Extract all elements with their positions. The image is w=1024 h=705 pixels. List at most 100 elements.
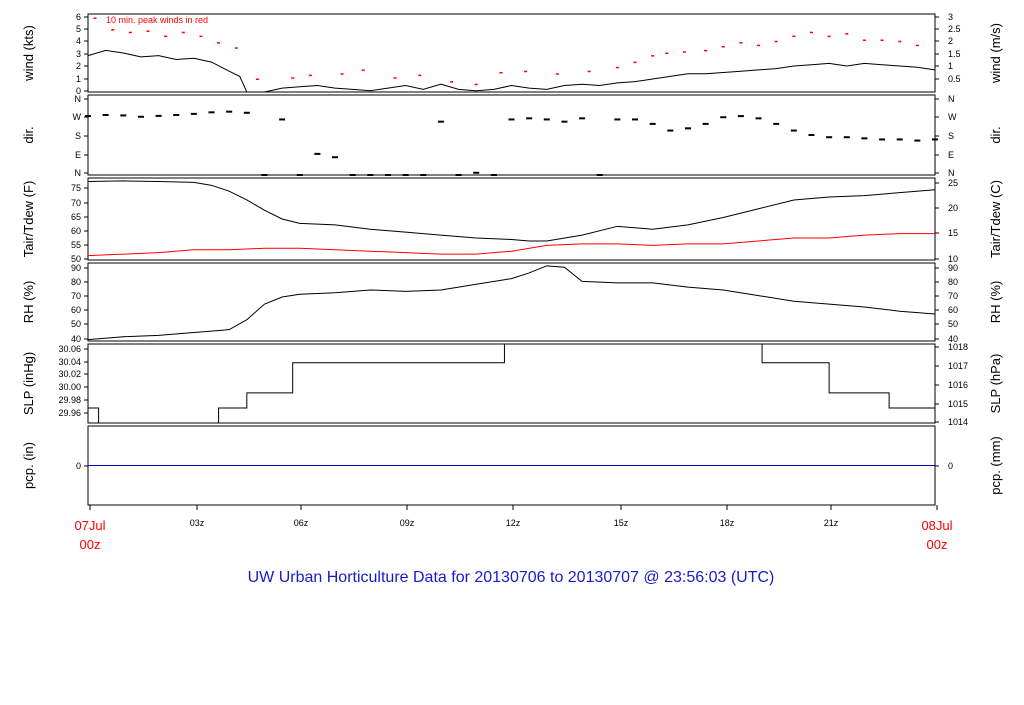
chart-title: UW Urban Horticulture Data for 20130706 … [248, 569, 775, 586]
direction-point [261, 174, 268, 176]
temp-frame [87, 177, 936, 261]
wind-line-avg_wind [87, 49, 936, 93]
rh-left-tick-label: 50 [71, 319, 81, 329]
direction-point [314, 152, 321, 155]
rh-right-tick-label: 80 [948, 277, 958, 287]
slp-left-tick-label: 29.96 [58, 408, 81, 418]
direction-point [384, 174, 391, 176]
direction-point [120, 114, 127, 117]
x-tick-label: 06z [294, 518, 309, 528]
peak-wind-point [898, 40, 902, 43]
peak-wind-point [418, 74, 422, 77]
dir-right-tick-label: N [948, 168, 955, 178]
rh-left-tick-label: 70 [71, 291, 81, 301]
direction-point [420, 174, 427, 176]
rh-left-tick-label: 90 [71, 263, 81, 273]
slp-frame [87, 343, 936, 424]
peak-wind-point [721, 46, 725, 48]
temp-left-tick-label: 55 [71, 240, 81, 250]
peak-wind-point [774, 40, 778, 43]
wind-right-tick-label: 2 [948, 36, 953, 46]
direction-point [561, 120, 568, 123]
direction-point [702, 122, 709, 125]
wind-left-tick-label: 1 [76, 74, 81, 84]
direction-point [296, 174, 303, 176]
x-tick-label: 03z [190, 518, 205, 528]
rh-line-relative_humidity [87, 265, 936, 341]
peak-winds-annotation: 10 min. peak winds in red [106, 15, 208, 25]
direction-point [755, 117, 762, 120]
rh-ylabel-right: RH (%) [988, 281, 1003, 324]
peak-wind-point [499, 72, 503, 74]
direction-point [684, 127, 691, 130]
peak-wind-point [255, 78, 259, 80]
wind-right-tick-label: 2.5 [948, 24, 961, 34]
dir-right-tick-label: E [948, 150, 954, 160]
dir-left-tick-label: E [75, 150, 81, 160]
x-tick-label: 07Jul [74, 518, 105, 533]
direction-point [349, 174, 356, 176]
peak-wind-point [845, 33, 849, 35]
temp-line-air_temperature [87, 180, 936, 242]
direction-point [243, 111, 250, 114]
x-tick-sublabel: 00z [80, 537, 101, 552]
peak-wind-point [234, 47, 238, 49]
direction-point [826, 136, 833, 139]
wind-left-tick-label: 3 [76, 49, 81, 59]
rh-right-tick-label: 40 [948, 334, 958, 344]
pcp-ylabel-left: pcp. (in) [21, 442, 36, 489]
direction-point [402, 174, 409, 176]
peak-wind-point [340, 73, 344, 75]
dir-ylabel-left: dir. [21, 126, 36, 143]
slp-line-sea_level_pressure [88, 343, 935, 424]
rh-left-tick-label: 40 [71, 334, 81, 344]
direction-point [137, 115, 144, 118]
direction-point [632, 118, 639, 121]
wind-series-avg_wind [87, 49, 936, 93]
peak-wind-point [704, 49, 708, 52]
peak-wind-point [217, 42, 221, 44]
rh-right-tick-label: 70 [948, 291, 958, 301]
rh-left-tick-label: 80 [71, 277, 81, 287]
rh-right-tick-label: 60 [948, 305, 958, 315]
peak-wind-point [880, 39, 884, 41]
wind-series-peak_wind [93, 17, 919, 86]
direction-point [543, 118, 550, 121]
direction-point [155, 114, 162, 117]
direction-point [896, 138, 903, 141]
slp-left-tick-label: 30.00 [58, 382, 81, 392]
peak-wind-point [809, 31, 813, 34]
direction-point [490, 174, 497, 176]
peak-wind-point [555, 73, 559, 75]
peak-wind-point [587, 70, 591, 73]
peak-wind-point [128, 31, 132, 34]
direction-point [596, 174, 603, 176]
peak-wind-point [827, 35, 831, 38]
peak-wind-point [291, 77, 295, 79]
pcp-left-tick-label: 0 [76, 461, 81, 471]
wind-ylabel-right: wind (m/s) [988, 23, 1003, 84]
direction-point [367, 174, 374, 176]
peak-wind-point [524, 70, 528, 73]
panels-group: 0 1 2 3 4 5 6 0.5 1 1.5 2 2.5 3 wind (kts) wind (m/s) 1… [21, 12, 1003, 506]
rh-right-tick-label: 50 [948, 319, 958, 329]
slp-left-tick-label: 30.04 [58, 357, 81, 367]
x-tick-label: 08Jul [921, 518, 952, 533]
direction-point [332, 156, 339, 159]
slp-right-tick-label: 1014 [948, 417, 968, 427]
temp-left-tick-label: 60 [71, 226, 81, 236]
slp-ylabel-left: SLP (inHg) [21, 352, 36, 415]
wind-ylabel-left: wind (kts) [21, 25, 36, 82]
x-tick-sublabel: 00z [927, 537, 948, 552]
dir-right-tick-label: W [948, 112, 957, 122]
x-tick-label: 18z [720, 518, 735, 528]
wind-left-tick-label: 2 [76, 61, 81, 71]
direction-point [667, 129, 674, 132]
peak-wind-point [474, 83, 478, 86]
peak-wind-point [308, 74, 312, 77]
direction-point [279, 118, 286, 121]
temp-series-dewpoint [87, 233, 935, 257]
wind-frame [87, 13, 936, 93]
